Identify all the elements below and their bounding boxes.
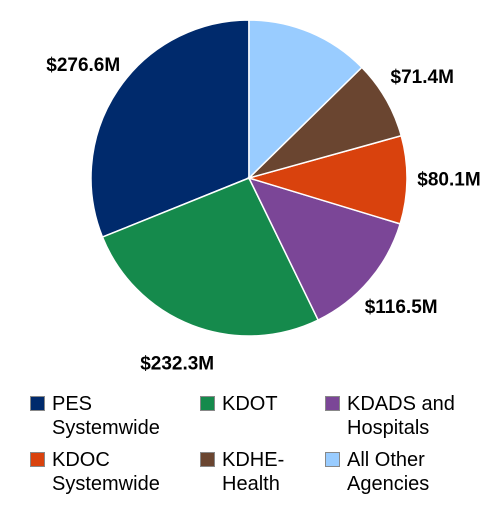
legend-label: All Other Agencies xyxy=(347,449,430,495)
pie-slice xyxy=(90,19,250,239)
pie-slice xyxy=(101,177,320,337)
legend-swatch xyxy=(325,452,340,467)
legend-item: KDOC Systemwide xyxy=(30,448,200,496)
legend-swatch xyxy=(30,396,45,411)
chart: $276.6M $232.3M $116.5M $80.1M $71.4M $112.6M xyxy=(46,0,480,375)
legend-label: PES Systemwide xyxy=(52,393,160,439)
legend-item: KDADS and Hospitals xyxy=(325,392,495,440)
legend-item: KDHE-Health xyxy=(200,448,325,496)
legend-item: KDOT xyxy=(200,392,325,440)
data-label: $112.6M xyxy=(290,0,363,4)
legend-swatch xyxy=(200,452,215,467)
legend-label: KDOC Systemwide xyxy=(52,449,160,495)
legend-swatch xyxy=(200,396,215,411)
legend-label: KDHE-Health xyxy=(222,449,285,495)
legend-swatch xyxy=(30,452,45,467)
data-label: $116.5M xyxy=(365,297,438,318)
data-label: $71.4M xyxy=(391,67,454,88)
data-label: $80.1M xyxy=(417,169,480,190)
data-label: $276.6M xyxy=(46,55,120,76)
pie-slice xyxy=(246,134,408,225)
pie-slice xyxy=(248,19,363,180)
legend: PES Systemwide KDOT KDADS and Hospitals KDO… xyxy=(30,392,500,496)
legend-label: KDOT xyxy=(222,393,278,415)
legend-label: KDADS and Hospitals xyxy=(347,393,455,439)
legend-swatch xyxy=(325,396,340,411)
pie-slice xyxy=(247,176,402,322)
legend-item: All Other Agencies xyxy=(325,448,495,496)
data-label: $232.3M xyxy=(140,354,214,375)
legend-item: PES Systemwide xyxy=(30,392,200,440)
